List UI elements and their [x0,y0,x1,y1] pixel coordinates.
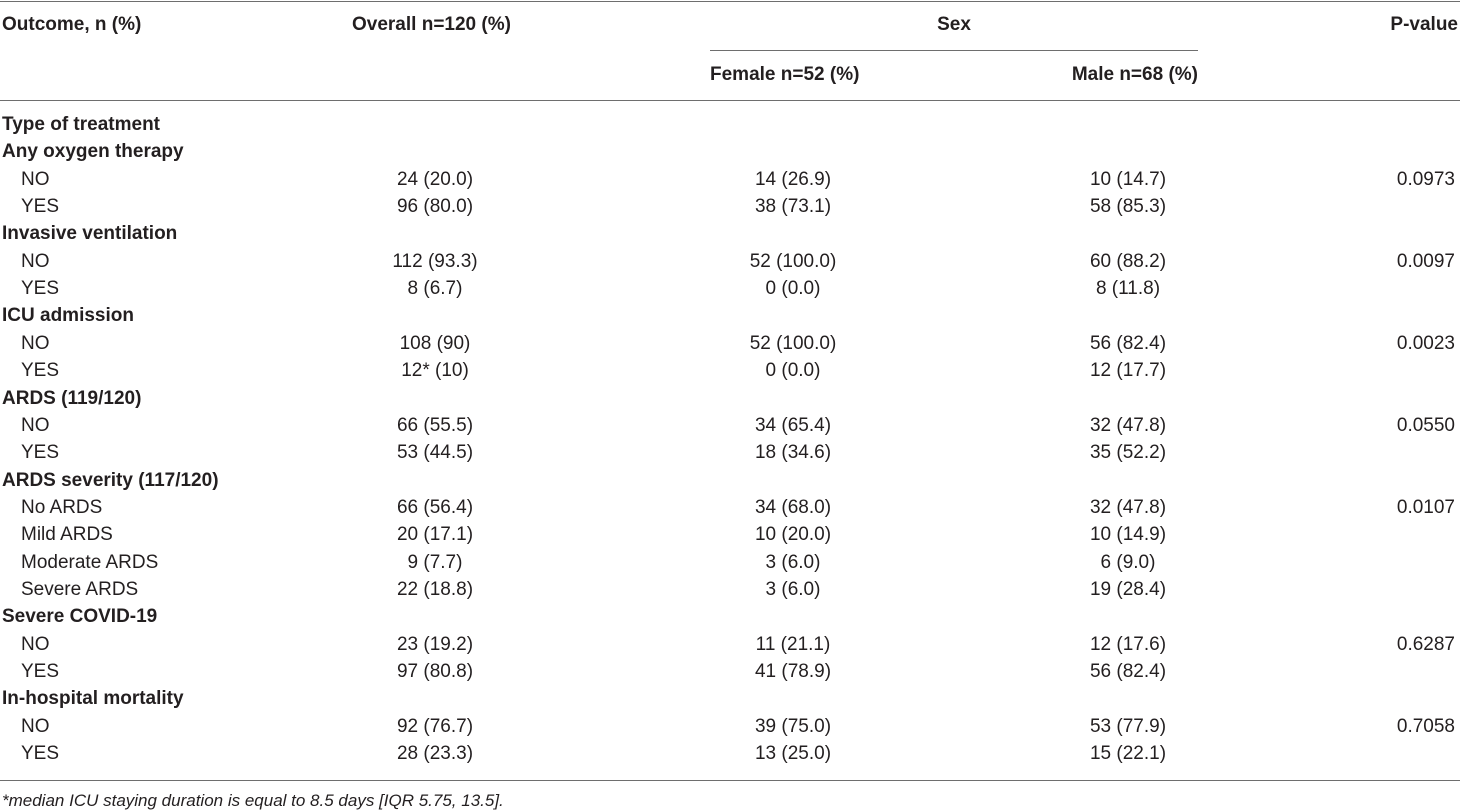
cell-male: 58 (85.3) [1089,196,1167,218]
group-label: In-hospital mortality [2,688,184,710]
cell-overall: 66 (56.4) [396,496,474,518]
row-label: YES [21,278,60,300]
group-label: ICU admission [2,305,134,327]
group-label: ARDS (119/120) [2,387,142,409]
cell-male: 35 (52.2) [1089,442,1167,464]
row-label: NO [21,250,50,272]
cell-p: 0.7058 [1396,715,1455,737]
cell-overall: 22 (18.8) [396,578,474,600]
cell-p: 0.0973 [1396,168,1455,190]
header-male: Male n=68 (%) [1071,64,1198,85]
cell-male: 53 (77.9) [1089,715,1167,737]
row-label: Moderate ARDS [21,551,159,573]
row-label: NO [21,168,50,190]
cell-overall: 28 (23.3) [396,743,474,765]
cell-female: 14 (26.9) [754,168,832,190]
cell-overall: 108 (90) [399,332,471,354]
row-label: NO [21,414,50,436]
cell-overall: 112 (93.3) [392,250,478,272]
cell-female: 39 (75.0) [754,715,832,737]
cell-p: 0.0550 [1396,414,1455,436]
cell-p: 0.0097 [1396,250,1455,272]
row-label: No ARDS [21,496,103,518]
cell-female: 0 (0.0) [765,278,821,300]
table-bottom-rule [0,780,1460,781]
cell-female: 34 (68.0) [754,496,832,518]
table-top-rule [0,1,1460,2]
cell-overall: 12* (10) [401,360,469,382]
cell-overall: 20 (17.1) [396,524,474,546]
cell-male: 10 (14.9) [1089,524,1167,546]
header-outcome: Outcome, n (%) [2,14,142,35]
cell-male: 15 (22.1) [1089,743,1167,765]
cell-overall: 53 (44.5) [396,442,474,464]
cell-male: 32 (47.8) [1089,496,1167,518]
group-label: Invasive ventilation [2,223,178,245]
group-label: Severe COVID-19 [2,606,158,628]
cell-p: 0.0023 [1396,332,1455,354]
cell-female: 11 (21.1) [755,633,831,655]
cell-overall: 97 (80.8) [396,661,474,682]
row-label: YES [21,442,60,464]
row-label: YES [21,743,60,765]
cell-overall: 96 (80.0) [396,196,474,218]
header-overall: Overall n=120 (%) [352,14,511,35]
row-label: NO [21,633,50,655]
row-label: NO [21,715,50,737]
cell-female: 3 (6.0) [765,578,821,600]
row-label: YES [21,360,60,382]
group-label: Any oxygen therapy [2,141,184,163]
cell-female: 52 (100.0) [749,250,837,272]
header-sex: Sex [937,14,971,35]
cell-female: 10 (20.0) [754,524,832,546]
cell-female: 38 (73.1) [754,196,832,218]
cell-overall: 23 (19.2) [396,633,474,655]
cell-male: 56 (82.4) [1089,661,1167,682]
cell-male: 60 (88.2) [1089,250,1167,272]
group-label: Type of treatment [2,114,161,135]
group-label: ARDS severity (117/120) [2,469,219,491]
cell-male: 12 (17.6) [1089,633,1167,655]
cell-p: 0.6287 [1396,633,1455,655]
header-bottom-rule [0,100,1460,101]
cell-female: 0 (0.0) [765,360,821,382]
cell-overall: 9 (7.7) [407,551,463,573]
cell-male: 32 (47.8) [1089,414,1167,436]
cell-male: 19 (28.4) [1089,578,1167,600]
cell-overall: 92 (76.7) [396,715,474,737]
cell-male: 6 (9.0) [1100,551,1156,573]
cell-female: 3 (6.0) [765,551,821,573]
table-footnote: *median ICU staying duration is equal to… [2,791,504,810]
sex-header-rule [710,50,1198,51]
cell-female: 34 (65.4) [754,414,832,436]
cell-female: 13 (25.0) [754,743,832,765]
cell-female: 41 (78.9) [754,661,832,682]
row-label: NO [21,332,50,354]
cell-male: 8 (11.8) [1095,278,1161,300]
cell-male: 10 (14.7) [1089,168,1167,190]
row-label: Severe ARDS [21,578,139,600]
row-label: YES [21,661,60,682]
cell-male: 12 (17.7) [1089,360,1167,382]
cell-overall: 24 (20.0) [396,168,474,190]
header-pvalue: P-value [1390,14,1458,35]
row-label: YES [21,196,60,218]
cell-female: 52 (100.0) [749,332,837,354]
cell-p: 0.0107 [1396,496,1455,518]
cell-overall: 8 (6.7) [407,278,463,300]
cell-male: 56 (82.4) [1089,332,1167,354]
cell-overall: 66 (55.5) [396,414,474,436]
cell-female: 18 (34.6) [754,442,832,464]
header-female: Female n=52 (%) [710,64,860,85]
row-label: Mild ARDS [21,524,113,546]
